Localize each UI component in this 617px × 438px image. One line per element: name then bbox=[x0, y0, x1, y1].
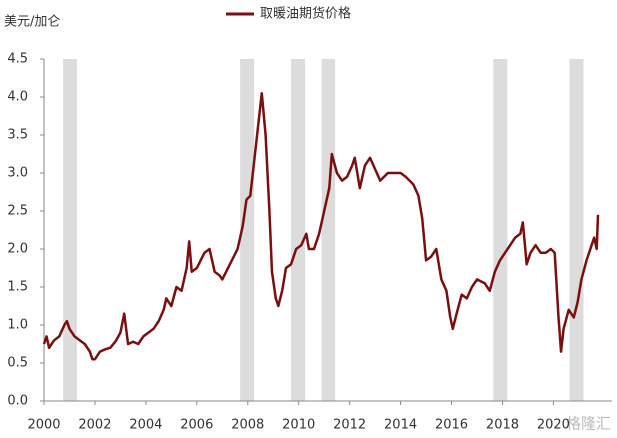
y-tick-label: 3.0 bbox=[7, 166, 28, 181]
y-tick-label: 4.0 bbox=[7, 90, 28, 105]
shaded-range bbox=[291, 59, 306, 401]
y-tick-label: 1.0 bbox=[7, 318, 28, 333]
x-tick-label: 2020 bbox=[537, 418, 570, 433]
x-tick-label: 2006 bbox=[180, 418, 213, 433]
x-tick-label: 2004 bbox=[129, 418, 162, 433]
legend-label: 取暖油期货价格 bbox=[260, 6, 351, 22]
x-tick-label: 2000 bbox=[27, 418, 60, 433]
x-tick-label: 2002 bbox=[78, 418, 111, 433]
shaded-range bbox=[569, 59, 584, 401]
data-line bbox=[42, 91, 600, 361]
x-tick-label: 2012 bbox=[333, 418, 366, 433]
shaded-range bbox=[240, 59, 255, 401]
y-tick-label: 3.5 bbox=[7, 128, 28, 143]
x-tick-label: 2018 bbox=[486, 418, 519, 433]
y-tick-label: 2.5 bbox=[7, 204, 28, 219]
y-tick-label: 1.5 bbox=[7, 280, 28, 295]
shaded-range bbox=[321, 59, 336, 401]
y-tick-label: 4.5 bbox=[7, 52, 28, 67]
y-tick-label: 0.5 bbox=[7, 356, 28, 371]
watermark: 格隆汇 bbox=[566, 415, 611, 433]
x-tick-label: 2010 bbox=[282, 418, 315, 433]
y-tick-label: 2.0 bbox=[7, 242, 28, 257]
x-tick-label: 2016 bbox=[435, 418, 468, 433]
shaded-range bbox=[493, 59, 508, 401]
shaded-range bbox=[63, 59, 77, 401]
x-tick-label: 2014 bbox=[384, 418, 417, 433]
x-tick-label: 2008 bbox=[231, 418, 264, 433]
y-tick-label: 0.0 bbox=[7, 394, 28, 409]
y-unit-label: 美元/加仑 bbox=[4, 15, 60, 30]
